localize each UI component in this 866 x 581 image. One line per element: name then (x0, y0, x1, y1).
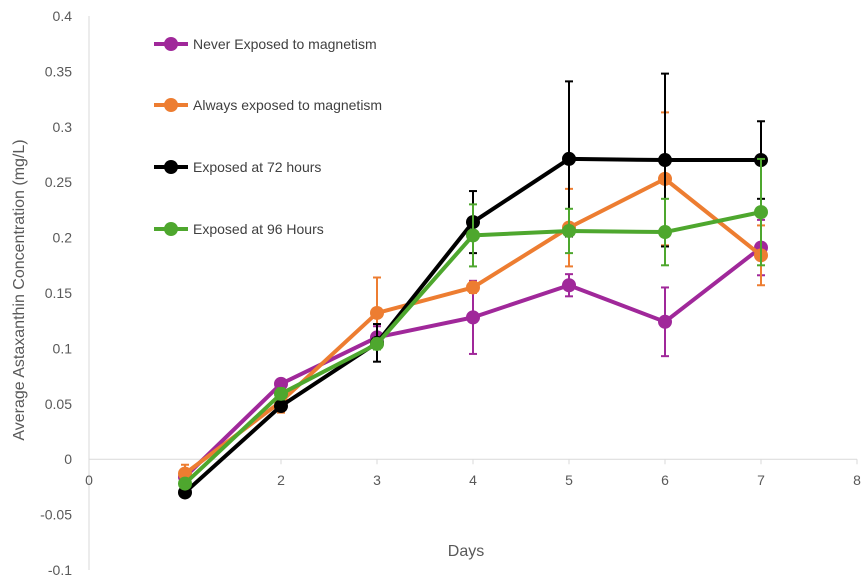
y-tick-label: 0.2 (53, 230, 73, 246)
data-point (658, 153, 672, 168)
data-point (274, 386, 288, 401)
data-point (274, 399, 288, 414)
y-tick-label: -0.05 (40, 507, 72, 523)
legend-label: Never Exposed to magnetism (193, 36, 377, 52)
data-point (658, 225, 672, 240)
series-layer (178, 72, 768, 500)
data-point (562, 223, 576, 238)
data-point (562, 151, 576, 166)
y-tick-label: 0.25 (45, 174, 72, 190)
y-tick-label: 0.1 (53, 340, 73, 356)
y-tick-label: 0 (64, 451, 72, 467)
data-point (466, 310, 480, 325)
data-point (370, 305, 384, 320)
legend-label: Exposed at 72 hours (193, 159, 321, 175)
x-axis-title: Days (448, 543, 484, 560)
y-tick-label: 0.05 (45, 396, 72, 412)
y-tick-label: 0.4 (53, 8, 73, 24)
y-tick-label: 0.3 (53, 119, 73, 135)
x-tick-label: 5 (565, 472, 573, 488)
data-point (178, 466, 192, 481)
x-axis: 0 2 3 4 5 6 7 8 (85, 458, 861, 488)
data-point (178, 476, 192, 491)
y-tick-label: -0.1 (48, 562, 72, 578)
x-tick-label: 2 (277, 472, 285, 488)
x-tick-label: 0 (85, 472, 93, 488)
x-tick-label: 7 (757, 472, 765, 488)
y-axis: -0.1 -0.05 0 0.05 0.1 0.15 0.2 0.25 0.3 0.35 0.4 (40, 8, 90, 578)
legend-marker (164, 37, 178, 51)
data-point (658, 314, 672, 329)
legend-marker (164, 160, 178, 174)
data-point (754, 205, 768, 220)
series-3 (178, 157, 768, 491)
data-point (370, 336, 384, 351)
legend-label: Always exposed to magnetism (193, 97, 382, 113)
x-tick-label: 6 (661, 472, 669, 488)
y-tick-label: 0.35 (45, 63, 72, 79)
x-tick-label: 3 (373, 472, 381, 488)
y-tick-label: 0.15 (45, 285, 72, 301)
data-point (466, 280, 480, 295)
legend-marker (164, 98, 178, 112)
y-axis-title: Average Astaxanthin Concentration (mg/L) (11, 139, 28, 440)
x-tick-label: 4 (469, 472, 477, 488)
legend-marker (164, 222, 178, 236)
data-point (562, 278, 576, 293)
data-point (466, 228, 480, 243)
legend-label: Exposed at 96 Hours (193, 221, 324, 237)
x-tick-label: 8 (853, 472, 861, 488)
legend: Never Exposed to magnetism Always exposed… (154, 36, 382, 237)
